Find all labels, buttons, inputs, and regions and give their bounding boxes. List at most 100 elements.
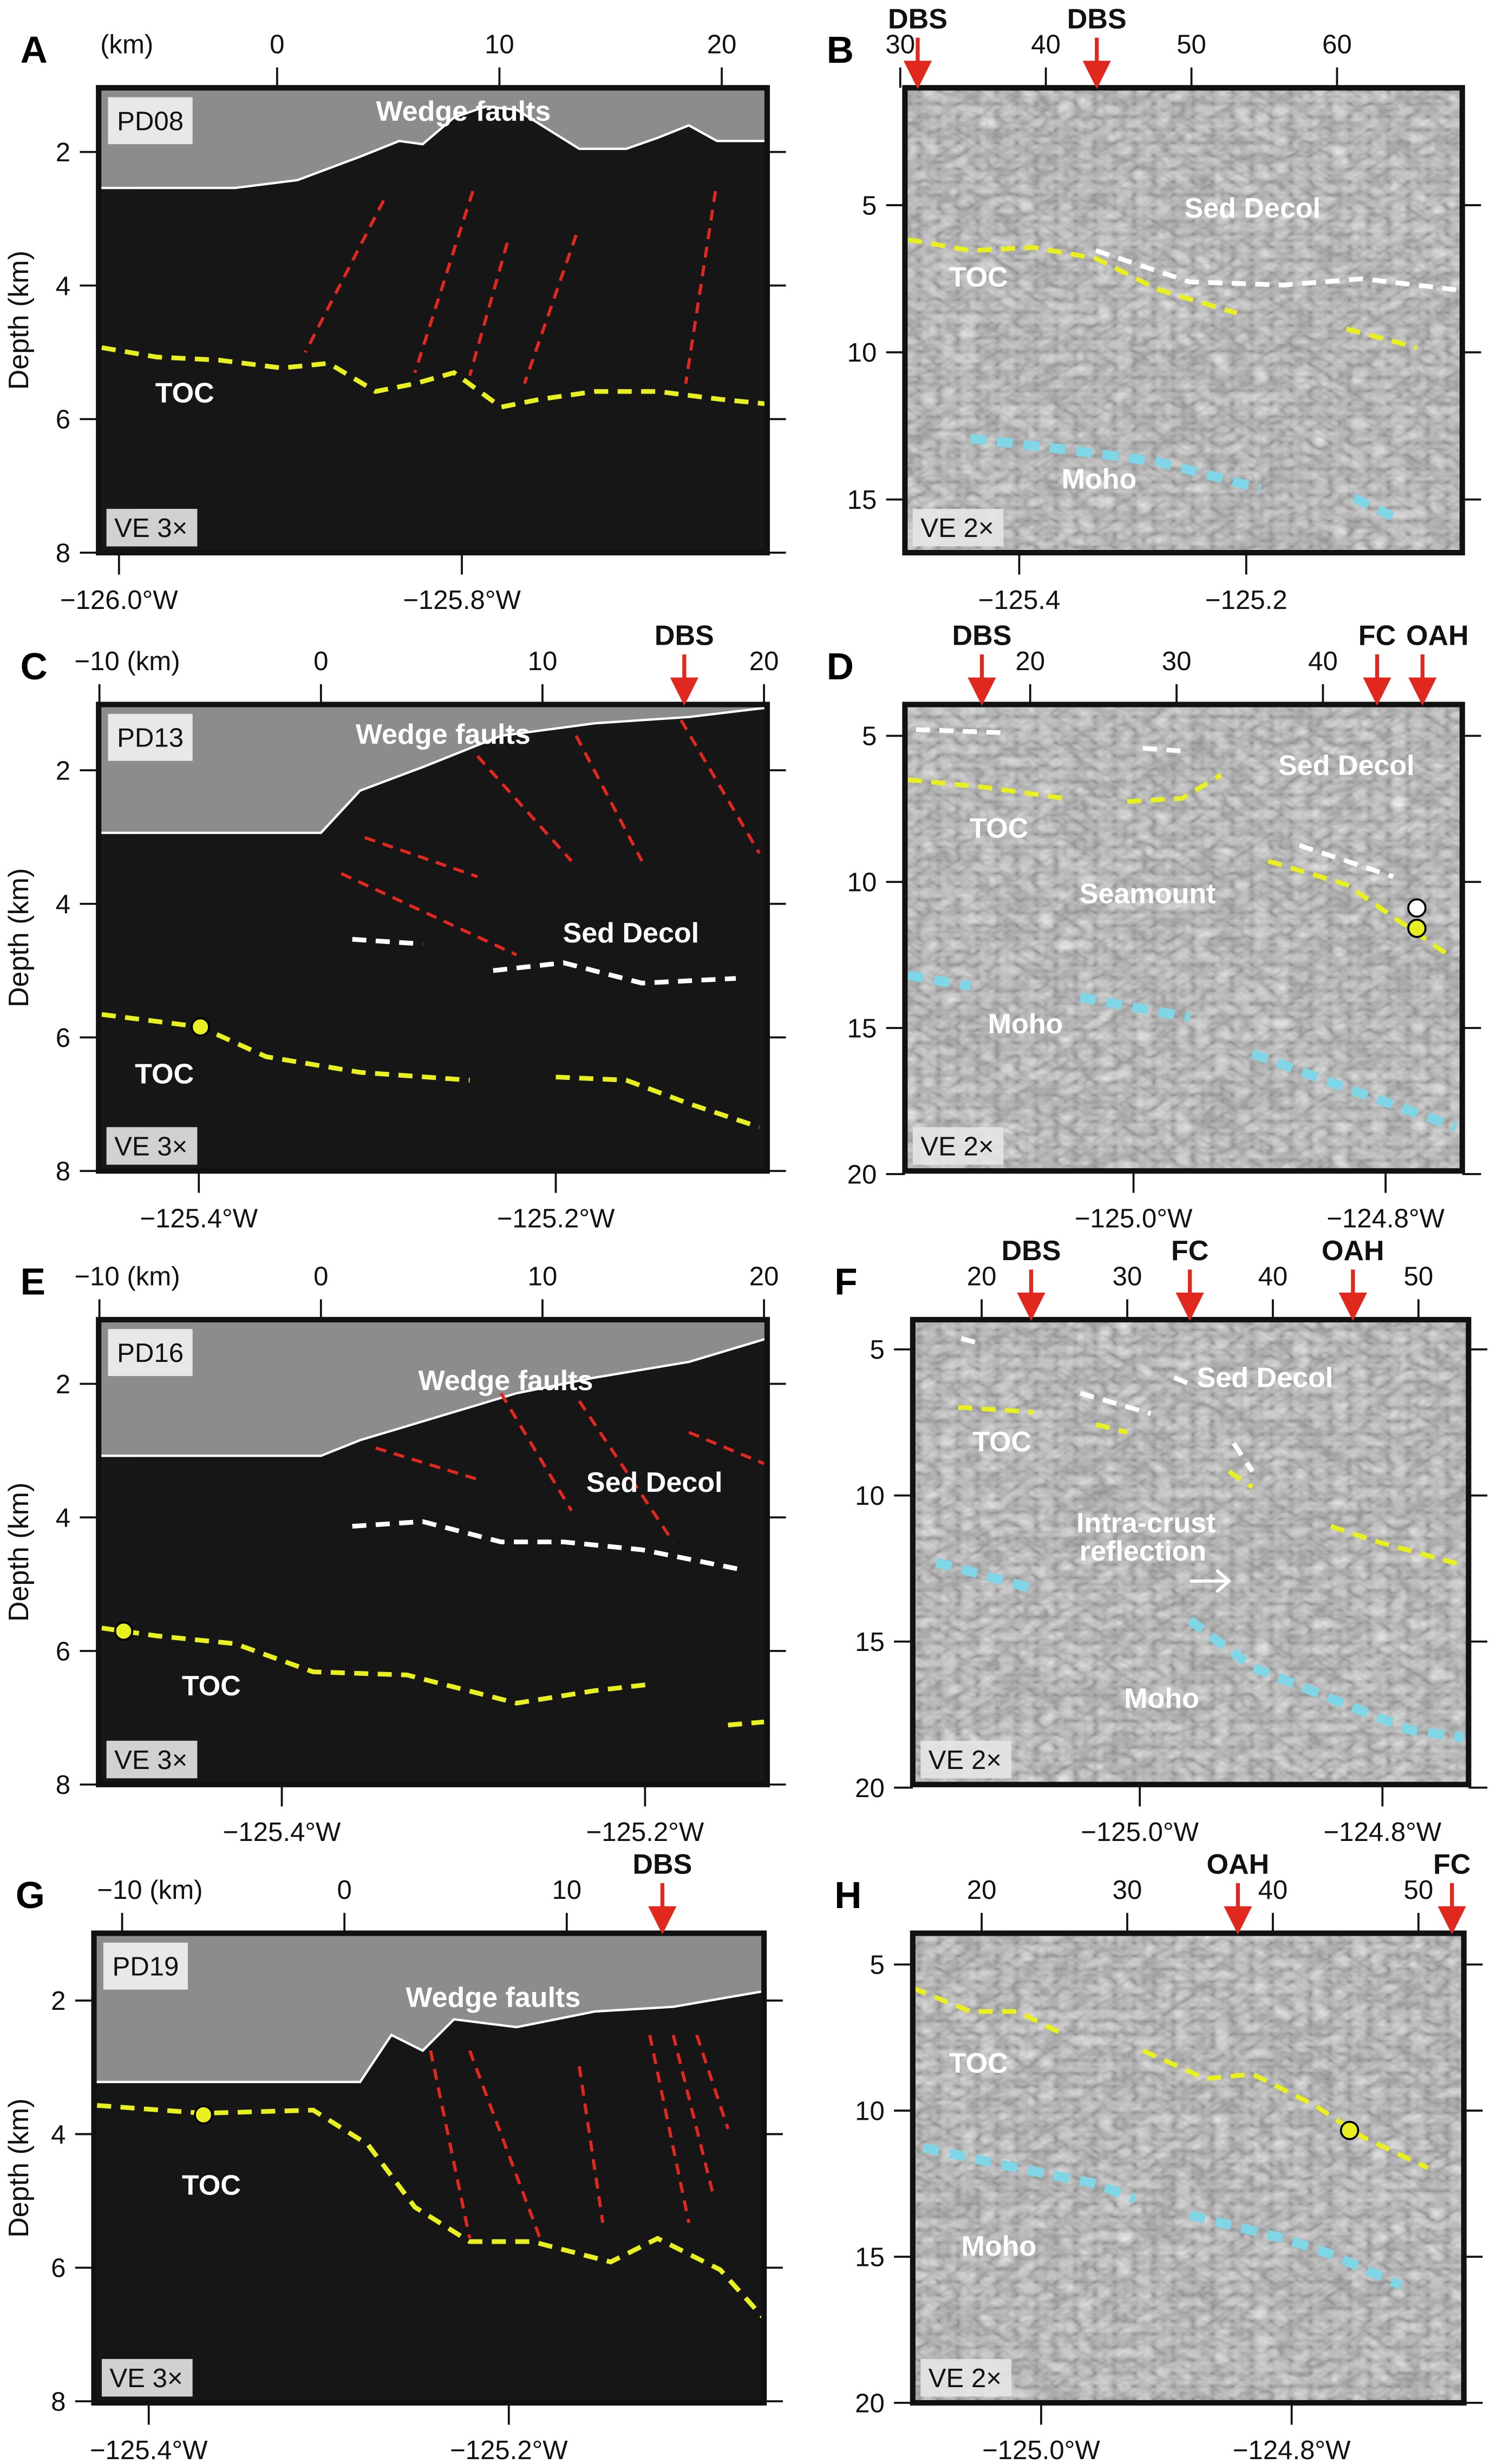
panel-h: TOC Moho VE 2× H 20 30 40 50 5 10 15 20 −125.0°W −124… — [834, 1849, 1483, 2464]
toc-line — [1095, 1422, 1128, 1435]
lon-tick-label: −125.2°W — [497, 1204, 615, 1233]
annotation-label: TOC — [155, 377, 214, 409]
depth-tick-label: 2 — [56, 138, 70, 167]
panel-b: Sed Decol TOC Moho VE 2× B 30 40 50 60 5 10 15 −125.… — [827, 3, 1481, 615]
toc-line — [907, 777, 1065, 801]
annotation-label: Wedge faults — [356, 719, 531, 750]
ve-label-box — [106, 509, 198, 547]
lon-tick-label: −124.8°W — [1323, 1818, 1441, 1847]
sed-decol-line — [1142, 746, 1190, 754]
annotation-label: Wedge faults — [419, 1365, 593, 1397]
km-tick-label: 20 — [749, 1262, 779, 1291]
sed-decol-line — [1298, 843, 1394, 879]
toc-line — [101, 1626, 650, 1706]
km-tick-label: 10 — [552, 1876, 581, 1905]
depth-tick-label: 4 — [56, 1504, 70, 1533]
annotation-label: Sed Decol — [1278, 750, 1415, 782]
profile-label: PD13 — [117, 724, 184, 753]
km-tick-label: 30 — [885, 30, 915, 60]
km-tick-label: 40 — [1308, 647, 1338, 676]
location-arrow-icon — [1175, 1269, 1204, 1321]
depth-tick-label: 2 — [56, 1370, 70, 1399]
vertical-exaggeration-label: VE 2× — [929, 1746, 1002, 1775]
location-arrow-icon — [1224, 1883, 1252, 1935]
profile-label-box — [108, 97, 193, 145]
annotation-label: TOC — [135, 1058, 194, 1090]
fault-line — [578, 2066, 605, 2223]
panel-letter: A — [21, 29, 48, 71]
annotation-label: Moho — [962, 2231, 1037, 2262]
km-tick-label: 0 — [270, 30, 284, 60]
panel-letter: H — [834, 1874, 861, 1916]
toc-line — [1330, 1524, 1465, 1568]
moho-line — [935, 1557, 1035, 1594]
km-tick-label: (km) — [100, 30, 153, 60]
plot-frame — [96, 1316, 770, 1787]
lon-tick-label: −125.4°W — [90, 2436, 208, 2464]
depth-tick-label: 20 — [855, 2389, 885, 2418]
lon-tick-label: −125.4°W — [223, 1818, 341, 1847]
plot-frame — [96, 85, 770, 556]
lon-tick-label: −125.4°W — [140, 1204, 258, 1233]
arrow-label-dbs: DBS — [655, 620, 714, 652]
moho-line — [1352, 493, 1396, 521]
fault-line — [574, 735, 644, 862]
km-tick-label: 30 — [1162, 647, 1192, 676]
km-tick-label: 0 — [313, 647, 328, 676]
depth-tick-label: 4 — [56, 890, 70, 919]
seismic-section: Sed Decol TOC Seamount Moho — [905, 704, 1462, 1171]
fault-line — [688, 1431, 765, 1465]
arrow-label-dbs: DBS — [1067, 3, 1127, 35]
sed-decol-line — [960, 1336, 979, 1346]
km-tick-label: 10 — [485, 30, 514, 60]
lon-tick-label: −125.4 — [978, 586, 1061, 615]
sed-decol-line — [493, 960, 736, 986]
ve-label-box — [912, 509, 1004, 547]
depth-axis-label: Depth (km) — [3, 1483, 35, 1622]
ve-label-box — [106, 1740, 198, 1779]
lon-tick-label: −125.2 — [1205, 586, 1288, 615]
location-arrow-icon — [1363, 654, 1391, 706]
toc-line — [101, 1012, 470, 1083]
annotation-label: TOC — [182, 2170, 241, 2201]
vertical-exaggeration-label: VE 2× — [920, 514, 994, 543]
toc-line — [1267, 859, 1450, 957]
depth-axis-label: Depth (km) — [3, 868, 35, 1007]
seafloor-line — [99, 706, 767, 834]
km-tick-label: 10 — [528, 647, 558, 676]
vertical-exaggeration-label: VE 3× — [114, 514, 187, 543]
profile-label-box — [108, 713, 193, 761]
panel-letter: D — [827, 645, 854, 687]
km-tick-label: 40 — [1258, 1262, 1288, 1291]
panel-letter: F — [834, 1261, 857, 1303]
marker-circle — [1407, 898, 1427, 918]
arrow-label-dbs: DBS — [888, 3, 947, 35]
toc-line — [556, 1074, 760, 1130]
toc-line — [728, 1719, 764, 1728]
fault-line — [695, 2034, 730, 2129]
location-arrow-icon — [968, 654, 996, 706]
plot-frame — [96, 702, 770, 1174]
km-tick-label: −10 (km) — [74, 647, 180, 676]
annotation-label: Moho — [988, 1008, 1063, 1040]
depth-tick-label: 5 — [870, 1951, 884, 1980]
depth-tick-label: 10 — [847, 338, 877, 368]
km-tick-label: 10 — [528, 1262, 558, 1291]
marker-circle — [1407, 919, 1427, 938]
km-tick-label: 60 — [1322, 30, 1352, 60]
plot-frame — [91, 1930, 767, 2406]
vertical-exaggeration-label: VE 3× — [114, 1132, 187, 1161]
depth-axis-label: Depth (km) — [3, 2099, 35, 2238]
annotation-label: Seamount — [1080, 879, 1216, 910]
annotation-label: Sed Decol — [1185, 193, 1321, 224]
sed-decol-line — [1095, 248, 1456, 292]
location-arrow-icon — [1408, 654, 1437, 706]
panel-e: Wedge faults Sed Decol TOC PD16 VE 3× E −10 (k… — [3, 1261, 786, 1847]
profile-label: PD08 — [117, 107, 184, 136]
fault-line — [364, 836, 478, 879]
depth-tick-label: 8 — [51, 2387, 66, 2416]
annotation-label: Intra-crust — [1076, 1508, 1216, 1539]
depth-tick-label: 5 — [862, 191, 877, 220]
depth-tick-label: 15 — [855, 1628, 885, 1657]
